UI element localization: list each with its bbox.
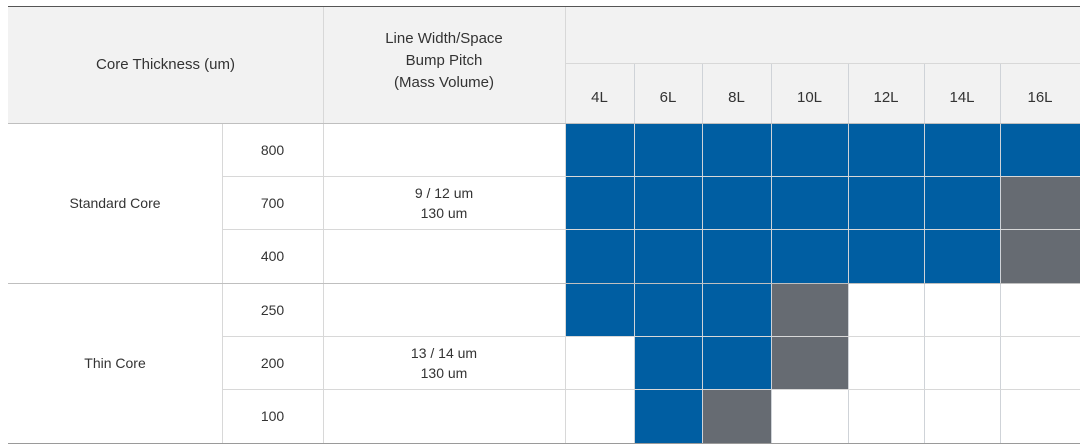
header-lws-line-2: Bump Pitch (405, 52, 483, 69)
grid-hline-row (8, 283, 1080, 284)
header-line-width-space: Line Width/Space Bump Pitch (Mass Volume… (323, 7, 565, 123)
capability-cell-blue (771, 229, 848, 283)
capability-cell-blue (924, 229, 1000, 283)
capability-cell-blue (848, 123, 924, 176)
capability-cell-blue (771, 123, 848, 176)
grid-vline (565, 7, 566, 443)
header-layer-10l: 10L (771, 63, 848, 123)
grid-vline-layer (702, 63, 703, 443)
header-lws-line-1: Line Width/Space (385, 30, 503, 47)
header-layer-6l: 6L (634, 63, 702, 123)
header-layer-8l: 8L (702, 63, 771, 123)
header-lws-line-3: (Mass Volume) (393, 74, 495, 91)
grid-vline-layer (634, 63, 635, 443)
capability-cell-blue (702, 283, 771, 336)
grid-hline-row (222, 176, 1080, 177)
capability-cell-gray (771, 336, 848, 389)
row-thickness: 800 (260, 141, 285, 158)
capability-cell-blue (565, 176, 634, 229)
row-thickness: 400 (260, 248, 285, 264)
capability-cell-blue (634, 176, 702, 229)
header-layer-12l: 12L (848, 63, 924, 123)
header-layer-4l: 4L (565, 63, 634, 123)
grid-hline-header (8, 123, 1080, 124)
group-spec: 13 / 14 um 130 um (323, 283, 565, 443)
spec-line-2: 130 um (420, 205, 468, 221)
capability-cell-blue (924, 176, 1000, 229)
capability-cell-blue (565, 123, 634, 176)
capability-cell-blue (565, 229, 634, 283)
row-thickness: 700 (260, 194, 285, 211)
capability-cell-blue (848, 176, 924, 229)
capability-cell-blue (1000, 123, 1080, 176)
capability-cell-blue (702, 229, 771, 283)
group-name-standard-core: Standard Core (69, 195, 161, 211)
spec-line-1: 9 / 12 um (414, 185, 474, 201)
grid-hline-row (222, 389, 1080, 390)
row-thickness: 200 (260, 354, 285, 371)
capability-cell-blue (634, 389, 702, 443)
capability-cell-blue (634, 283, 702, 336)
header-layers-band (565, 7, 1080, 63)
grid-vline-layer (848, 63, 849, 443)
header-layer-16l: 16L (1000, 63, 1080, 123)
capability-cell-blue (565, 283, 634, 336)
grid-hline-subheader (565, 63, 1080, 64)
capability-cell-blue (924, 123, 1000, 176)
capability-cell-blue (702, 336, 771, 389)
capability-cell-blue (634, 336, 702, 389)
grid-hline-row (222, 229, 1080, 230)
row-thickness: 250 (260, 301, 285, 318)
grid-vline-layer (924, 63, 925, 443)
capability-cell-blue (702, 176, 771, 229)
spec-line-2: 130 um (420, 365, 468, 381)
header-layer-14l: 14L (924, 63, 1000, 123)
capability-cell-blue (702, 123, 771, 176)
grid-vline (323, 7, 324, 443)
capability-cell-gray (1000, 176, 1080, 229)
capability-cell-gray (771, 283, 848, 336)
group-name-thin-core: Thin Core (84, 355, 146, 371)
capability-table: Core Thickness (um) Line Width/Space Bum… (8, 6, 1080, 444)
row-thickness: 100 (260, 408, 285, 424)
capability-cell-blue (848, 229, 924, 283)
capability-cell-blue (634, 229, 702, 283)
grid-hline-row (222, 336, 1080, 337)
header-core-thickness: Core Thickness (um) (8, 7, 323, 123)
grid-vline-layer (1000, 63, 1001, 443)
capability-cell-gray (1000, 229, 1080, 283)
group-spec: 9 / 12 um 130 um (323, 123, 565, 283)
capability-cell-blue (634, 123, 702, 176)
capability-cell-blue (771, 176, 848, 229)
capability-cell-gray (702, 389, 771, 443)
spec-line-1: 13 / 14 um (410, 345, 478, 361)
grid-vline-layer (771, 63, 772, 443)
